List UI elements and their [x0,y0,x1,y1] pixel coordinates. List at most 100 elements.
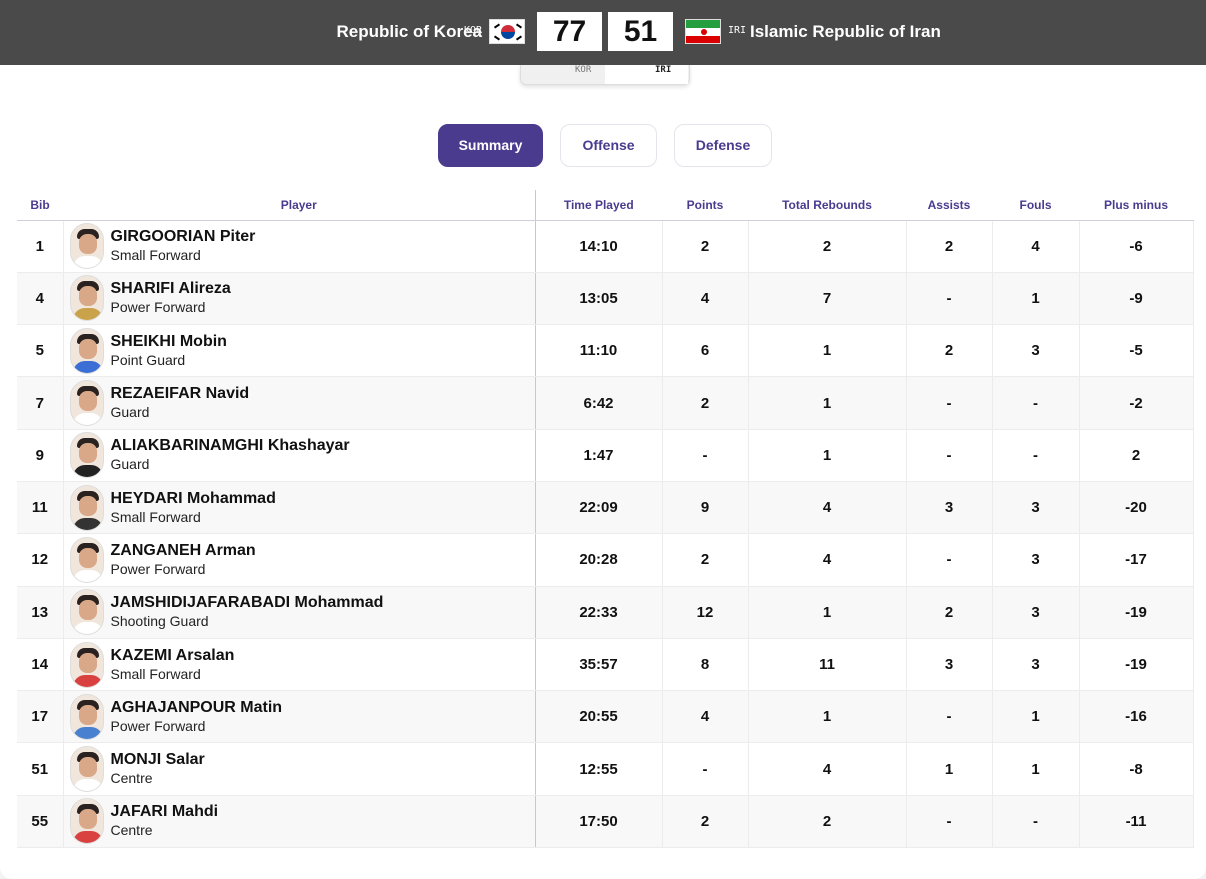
time-played-cell: 20:55 [535,690,663,744]
player-position: Centre [110,770,153,787]
player-cell[interactable]: AGHAJANPOUR Matin Power Forward [63,690,536,744]
assists-cell: - [906,533,993,587]
player-name[interactable]: REZAEIFAR Navid [110,385,250,403]
player-avatar [69,380,104,427]
player-cell[interactable]: ALIAKBARINAMGHI Khashayar Guard [63,429,536,482]
time-played-cell: 14:10 [535,220,663,273]
rebounds-cell: 1 [748,376,907,430]
plus-minus-cell: -6 [1079,220,1194,273]
player-cell[interactable]: JAMSHIDIJAFARABADI Mohammad Shooting Guar… [63,586,536,639]
boxscore-panel: KOR IRI Summary Offense Defense Bib Play… [0,65,1206,879]
table-row[interactable]: 51 MONJI Salar Centre 12:55-4 1 1 -8 [17,742,1194,796]
fouls-cell: 1 [992,690,1080,744]
rebounds-cell: 4 [748,742,907,796]
team-switch-iri[interactable]: IRI [605,65,688,84]
fouls-cell: 1 [992,272,1080,326]
stats-tabs: Summary Offense Defense [0,124,1206,167]
player-avatar [69,223,104,270]
bib-cell: 51 [17,742,64,796]
table-row[interactable]: 1 GIRGOORIAN Piter Small Forward 14:10 2 2 2 4-… [17,220,1194,273]
player-position: Small Forward [110,665,201,682]
fouls-cell: 4 [992,220,1080,273]
player-name[interactable]: JAFARI Mahdi [110,803,219,821]
table-row[interactable]: 4 SHARIFI Alireza Power Forward 13:05 4 7-1 -9 [17,272,1194,326]
col-points[interactable]: Points [662,190,748,221]
rebounds-cell: 2 [748,220,907,273]
plus-minus-cell: -19 [1079,638,1194,692]
team-switch-kor[interactable]: KOR [575,65,592,75]
col-time-played[interactable]: Time Played [535,190,662,221]
col-plus-minus[interactable]: Plus minus [1079,190,1193,221]
time-played-cell: 1:47 [535,429,663,482]
plus-minus-cell: -5 [1079,324,1194,378]
player-name[interactable]: ALIAKBARINAMGHI Khashayar [110,437,350,455]
player-cell[interactable]: GIRGOORIAN Piter Small Forward [63,220,536,273]
table-row[interactable]: 11 HEYDARI Mohammad Small Forward 22:09 9 4 3 3… [17,481,1194,535]
player-cell[interactable]: REZAEIFAR Navid Guard [63,376,536,430]
player-position: Shooting Guard [110,613,209,630]
player-cell[interactable]: SHEIKHI Mobin Point Guard [63,324,536,378]
points-cell: 2 [662,220,749,273]
col-total-rebounds[interactable]: Total Rebounds [748,190,906,221]
col-assists[interactable]: Assists [906,190,992,221]
table-row[interactable]: 5 SHEIKHI Mobin Point Guard 11:10 6 1 2 3 -5 [17,324,1194,378]
rebounds-cell: 4 [748,533,907,587]
player-avatar [69,589,104,636]
player-name[interactable]: SHEIKHI Mobin [110,332,227,350]
player-name[interactable]: GIRGOORIAN Piter [110,228,256,246]
player-name[interactable]: HEYDARI Mohammad [110,489,276,507]
player-name[interactable]: KAZEMI Arsalan [110,646,235,664]
col-player[interactable]: Player [63,190,536,221]
table-row[interactable]: 55 JAFARI Mahdi Centre 17:50 2 2- - -11 [17,795,1194,849]
plus-minus-cell: 2 [1079,429,1194,482]
bib-cell: 7 [17,376,64,430]
away-team-code: IRI [728,25,747,36]
player-position: Small Forward [110,508,201,525]
player-name[interactable]: MONJI Salar [110,751,205,769]
player-name[interactable]: AGHAJANPOUR Matin [110,698,283,716]
player-avatar [69,536,104,583]
player-name[interactable]: JAMSHIDIJAFARABADI Mohammad [110,594,384,612]
assists-cell: - [906,690,993,744]
player-cell[interactable]: JAFARI Mahdi Centre [63,795,536,849]
points-cell: 4 [662,690,749,744]
bib-cell: 1 [17,220,64,273]
col-fouls[interactable]: Fouls [992,190,1079,221]
player-name[interactable]: ZANGANEH Arman [110,541,256,559]
player-avatar [69,641,104,688]
table-row[interactable]: 17 AGHAJANPOUR Matin Power Forward 20:55 4 1-… [17,690,1194,744]
home-team-code: KOR [464,25,483,36]
tab-summary[interactable]: Summary [438,124,543,167]
table-row[interactable]: 12 ZANGANEH Arman Power Forward 20:28 2 4-3 -1… [17,533,1194,587]
col-bib[interactable]: Bib [17,190,63,221]
player-avatar [69,798,104,845]
tab-defense[interactable]: Defense [674,124,772,167]
player-cell[interactable]: SHARIFI Alireza Power Forward [63,272,536,326]
player-avatar [69,432,104,479]
player-position: Power Forward [110,299,206,316]
table-row[interactable]: 9 ALIAKBARINAMGHI Khashayar Guard 1:47-1- -2 [17,429,1194,482]
plus-minus-cell: -8 [1079,742,1194,796]
player-position: Power Forward [110,560,206,577]
player-avatar [69,484,104,531]
time-played-cell: 6:42 [535,376,663,430]
table-row[interactable]: 7 REZAEIFAR Navid Guard 6:42 2 1- - -2 [17,376,1194,430]
player-cell[interactable]: MONJI Salar Centre [63,742,536,796]
korea-flag-icon [489,19,525,44]
plus-minus-cell: -20 [1079,481,1194,535]
player-name[interactable]: SHARIFI Alireza [110,280,231,298]
player-cell[interactable]: ZANGANEH Arman Power Forward [63,533,536,587]
player-cell[interactable]: KAZEMI Arsalan Small Forward [63,638,536,692]
rebounds-cell: 7 [748,272,907,326]
table-row[interactable]: 13 JAMSHIDIJAFARABADI Mohammad Shooting Gu… [17,586,1194,639]
table-row[interactable]: 14 KAZEMI Arsalan Small Forward 35:57 8 11 3 3-… [17,638,1194,692]
player-cell[interactable]: HEYDARI Mohammad Small Forward [63,481,536,535]
plus-minus-cell: -9 [1079,272,1194,326]
team-switch: KOR IRI [520,65,690,85]
bib-cell: 17 [17,690,64,744]
points-cell: 9 [662,481,749,535]
player-avatar [69,746,104,793]
bib-cell: 9 [17,429,64,482]
tab-offense[interactable]: Offense [560,124,657,167]
player-position: Guard [110,456,150,473]
